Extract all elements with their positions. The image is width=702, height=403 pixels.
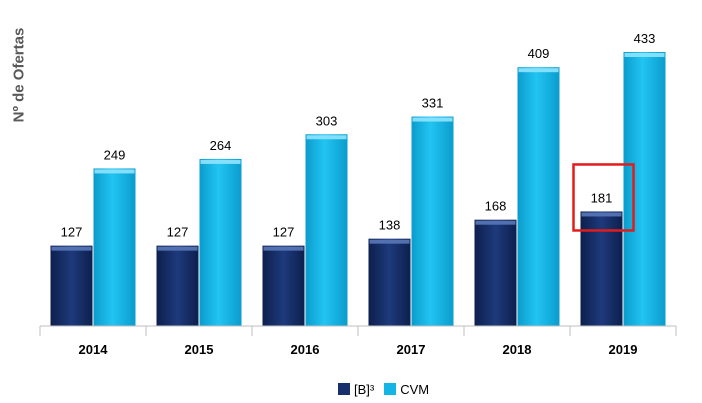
data-label-cvm-2019: 433 [634, 31, 656, 46]
bar-bevel-b3-2017 [369, 239, 410, 244]
bar-b3-2019 [580, 211, 623, 326]
legend-swatch-cvm [384, 383, 397, 395]
bar-bevel-cvm-2014 [94, 169, 135, 174]
data-label-cvm-2017: 331 [422, 96, 444, 111]
bar-bevel-b3-2014 [51, 246, 92, 251]
bar-cvm-2019 [623, 52, 666, 326]
bar-bevel-cvm-2019 [624, 53, 665, 57]
data-label-cvm-2018: 409 [528, 46, 550, 61]
legend: [B]³ CVM [338, 380, 439, 398]
bar-bevel-cvm-2016 [306, 135, 347, 140]
data-label-b3-2016: 127 [273, 225, 295, 240]
bar-bevel-b3-2019 [581, 212, 622, 217]
legend-item-b3: [B]³ [338, 382, 374, 397]
data-label-cvm-2015: 264 [210, 138, 232, 153]
bar-b3-2015 [156, 245, 199, 326]
bar-cvm-2018 [517, 67, 560, 326]
bar-cvm-2015 [199, 158, 242, 326]
bar-bevel-cvm-2015 [200, 159, 241, 164]
bar-chart: 127 249 127 264 127 303 138 331 168 409 181 433 201… [39, 31, 677, 357]
bar-bevel-b3-2015 [157, 246, 198, 251]
legend-label-cvm: CVM [400, 381, 430, 397]
bar-b3-2016 [262, 245, 305, 326]
data-label-b3-2017: 138 [379, 218, 401, 233]
bar-b3-2018 [474, 219, 517, 326]
bar-cvm-2017 [411, 116, 454, 326]
data-label-cvm-2014: 249 [104, 147, 126, 162]
bar-cvm-2014 [93, 168, 136, 326]
legend-swatch-b3 [338, 383, 350, 395]
legend-label-b3: [B]³ [354, 381, 375, 397]
data-label-b3-2015: 127 [167, 225, 189, 240]
bar-bevel-b3-2018 [475, 220, 516, 225]
bar-b3-2014 [50, 245, 93, 326]
bar-cvm-2016 [305, 134, 348, 326]
x-tick-label-2014: 2014 [79, 342, 109, 357]
x-tick-label-2015: 2015 [185, 342, 214, 357]
bar-bevel-b3-2016 [263, 246, 304, 251]
highlight-box-2019 [572, 163, 635, 232]
data-label-b3-2014: 127 [61, 225, 83, 240]
data-label-b3-2019: 181 [591, 190, 613, 205]
data-label-b3-2018: 168 [485, 199, 507, 214]
legend-item-cvm: CVM [384, 382, 429, 397]
bar-bevel-cvm-2018 [518, 68, 559, 73]
x-tick-label-2017: 2017 [397, 342, 426, 357]
x-tick-label-2016: 2016 [291, 342, 320, 357]
x-tick-label-2018: 2018 [503, 342, 532, 357]
x-tick-label-2019: 2019 [609, 342, 638, 357]
data-label-cvm-2016: 303 [316, 113, 338, 128]
bar-bevel-cvm-2017 [412, 117, 453, 122]
bar-b3-2017 [368, 238, 411, 326]
